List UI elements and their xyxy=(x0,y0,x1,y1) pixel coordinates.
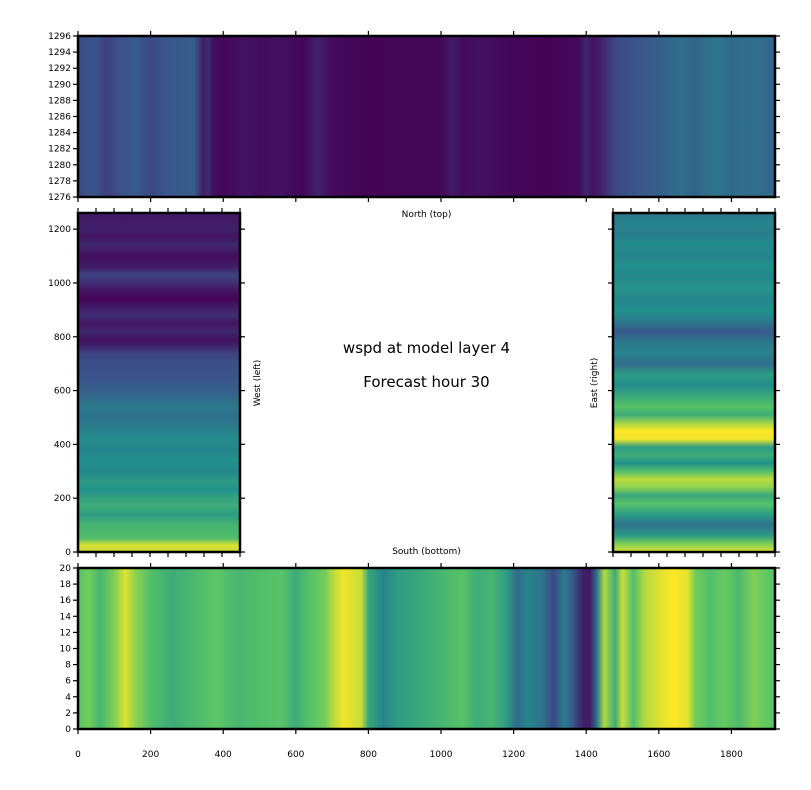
east-frame xyxy=(611,211,777,554)
north-ytick-label: 1280 xyxy=(48,161,71,171)
west-panel: 0 200 400 600 800 1000 1200 xyxy=(48,208,245,558)
center-subtitle: Forecast hour 30 xyxy=(363,373,489,391)
south-xtick-label: 1000 xyxy=(430,750,453,760)
south-ytick-label: 12 xyxy=(60,628,71,638)
west-ytick-label: 1200 xyxy=(48,225,71,235)
south-xtick-label: 200 xyxy=(142,750,159,760)
west-ticks: 0 200 400 600 800 1000 1200 xyxy=(48,208,245,558)
west-ytick-label: 200 xyxy=(54,494,71,504)
south-label: South (bottom) xyxy=(392,547,461,557)
south-ytick-label: 20 xyxy=(60,564,72,574)
south-xtick-label: 400 xyxy=(215,750,232,760)
north-ticks: 1276 1278 1280 1282 1284 1286 1288 1290 1292 1294… xyxy=(48,31,780,203)
south-ytick-label: 10 xyxy=(60,645,72,655)
south-xtick-label: 1400 xyxy=(575,750,598,760)
north-ytick-label: 1292 xyxy=(48,64,71,74)
east-ticks xyxy=(608,208,780,557)
north-panel: 1276 1278 1280 1282 1284 1286 1288 1290 1292 1294… xyxy=(48,31,780,203)
south-ytick-label: 4 xyxy=(65,693,71,703)
south-ytick-label: 14 xyxy=(60,612,72,622)
south-heatmap xyxy=(78,568,775,729)
north-ytick-label: 1282 xyxy=(48,145,71,155)
north-ytick-label: 1276 xyxy=(48,193,71,203)
south-ytick-label: 8 xyxy=(65,661,71,671)
south-ytick-label: 18 xyxy=(60,580,72,590)
east-panel xyxy=(608,208,780,557)
east-heatmap xyxy=(613,213,775,552)
north-heatmap xyxy=(78,36,775,197)
north-ytick-label: 1296 xyxy=(48,32,71,42)
north-ytick-label: 1288 xyxy=(48,96,71,106)
north-ytick-label: 1278 xyxy=(48,177,71,187)
west-ytick-label: 1000 xyxy=(48,279,71,289)
south-ytick-label: 6 xyxy=(65,677,71,687)
north-ytick-label: 1286 xyxy=(48,113,71,123)
south-xtick-label: 1200 xyxy=(502,750,525,760)
south-ytick-label: 0 xyxy=(65,725,71,735)
west-ytick-label: 400 xyxy=(54,440,71,450)
north-label: North (top) xyxy=(402,210,452,220)
south-xtick-label: 1600 xyxy=(647,750,670,760)
north-ytick-label: 1290 xyxy=(48,80,71,90)
west-ytick-label: 0 xyxy=(65,548,71,558)
east-label: East (right) xyxy=(590,358,600,408)
west-label: West (left) xyxy=(253,360,263,407)
west-heatmap xyxy=(78,213,240,552)
south-xtick-label: 600 xyxy=(287,750,304,760)
south-xtick-label: 800 xyxy=(360,750,377,760)
west-ytick-label: 800 xyxy=(54,333,71,343)
south-ytick-label: 16 xyxy=(60,596,72,606)
south-xtick-label: 0 xyxy=(75,750,81,760)
west-frame xyxy=(76,211,242,554)
center-title: wspd at model layer 4 xyxy=(343,339,510,357)
north-ytick-label: 1294 xyxy=(48,48,71,58)
north-ytick-label: 1284 xyxy=(48,129,71,139)
south-xtick-label: 1800 xyxy=(720,750,743,760)
south-ytick-label: 2 xyxy=(65,709,71,719)
west-ytick-label: 600 xyxy=(54,387,71,397)
